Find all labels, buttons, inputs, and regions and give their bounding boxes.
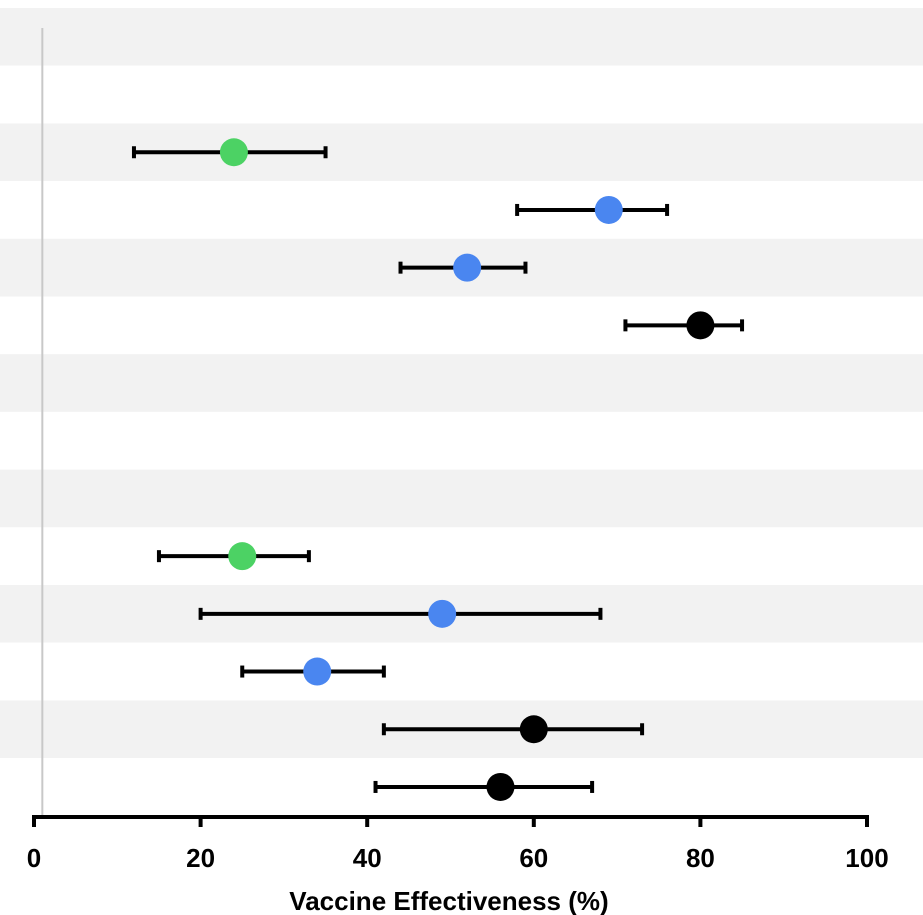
x-tick-label: 40: [353, 843, 382, 873]
estimate-point: [686, 311, 715, 340]
row-band: [0, 181, 923, 239]
x-tick-label: 60: [519, 843, 548, 873]
data-point-group: [373, 772, 595, 801]
estimate-point: [219, 138, 248, 167]
x-tick-label: 100: [845, 843, 888, 873]
x-tick-label: 0: [27, 843, 41, 873]
data-point-group: [198, 599, 603, 628]
data-point-group: [131, 138, 328, 167]
row-bands: [0, 8, 923, 816]
data-point-group: [156, 542, 311, 571]
x-axis-title: Vaccine Effectiveness (%): [289, 886, 608, 915]
data-marks: [131, 138, 745, 801]
data-point-group: [240, 657, 386, 686]
estimate-point: [594, 195, 623, 224]
estimate-point: [428, 599, 457, 628]
estimate-point: [486, 772, 515, 801]
row-band: [0, 411, 923, 470]
data-point-group: [623, 311, 745, 340]
data-point-group: [398, 253, 528, 282]
x-tick-label: 20: [186, 843, 215, 873]
data-point-group: [381, 715, 645, 744]
x-tick-label: 80: [686, 843, 715, 873]
data-point-group: [515, 195, 670, 224]
x-axis: 0 20 40 60 80 100: [27, 815, 889, 873]
estimate-point: [228, 542, 257, 571]
row-band: [0, 527, 923, 585]
row-band: [0, 8, 923, 66]
row-band: [0, 296, 923, 355]
estimate-point: [303, 657, 332, 686]
row-band: [0, 354, 923, 412]
row-band: [0, 642, 923, 701]
estimate-point: [519, 715, 548, 744]
estimate-point: [453, 253, 482, 282]
row-band: [0, 469, 923, 528]
row-band: [0, 65, 923, 124]
